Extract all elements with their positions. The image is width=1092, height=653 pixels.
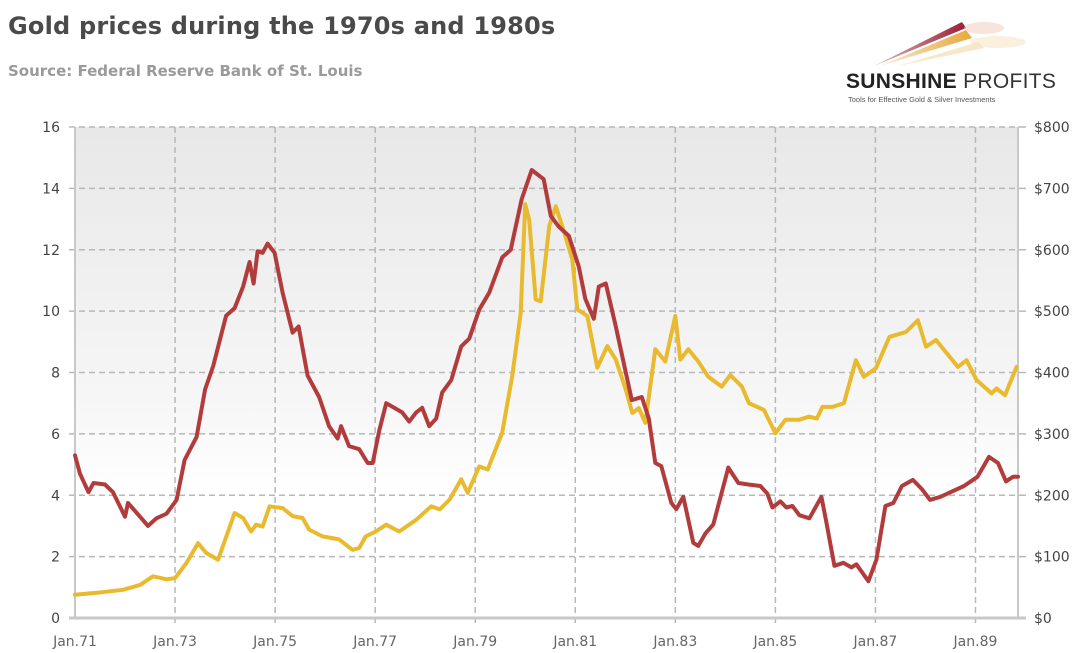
x-tick-label: Jan.77	[352, 634, 397, 650]
logo-wordmark: SUNSHINE PROFITS	[846, 70, 1056, 94]
chart-title: Gold prices during the 1970s and 1980s	[8, 12, 556, 40]
y-right-tick-label: $400	[1034, 366, 1070, 382]
y-left-tick-label: 10	[42, 304, 60, 320]
logo-streaks-icon	[874, 22, 1026, 66]
series-group	[73, 168, 1020, 597]
y-left-tick-label: 16	[42, 120, 60, 136]
x-tick-label: Jan.81	[552, 634, 597, 650]
y-right-tick-label: $300	[1034, 427, 1070, 443]
y-left-tick-label: 0	[51, 611, 60, 627]
tick-labels: 0 2 4 6 8 10 12 14 16 $0 $100 $200 $300 $400 $500 $600 $…	[42, 120, 1069, 650]
y-left-tick-label: 4	[51, 488, 60, 504]
y-left-tick-label: 14	[42, 181, 60, 197]
y-right-tick-label: $500	[1034, 304, 1070, 320]
y-left-tick-label: 8	[51, 366, 60, 382]
logo-name-light: PROFITS	[963, 70, 1057, 93]
y-right-tick-label: $200	[1034, 488, 1070, 504]
series-line-yellow	[73, 202, 1019, 597]
x-tick-label: Jan.83	[652, 634, 697, 650]
y-left-tick-label: 12	[42, 243, 60, 259]
series-line-red	[73, 168, 1020, 584]
y-right-tick-label: $700	[1034, 181, 1070, 197]
axes	[69, 126, 1026, 620]
sunshine-profits-logo: SUNSHINE PROFITS Tools for Effective Gol…	[838, 8, 1092, 108]
y-left-tick-label: 6	[51, 427, 60, 443]
y-left-tick-label: 2	[51, 550, 60, 566]
x-tick-label: Jan.71	[52, 634, 97, 650]
logo-name-bold: SUNSHINE	[846, 70, 957, 93]
x-tick-label: Jan.89	[953, 634, 998, 650]
y-right-tick-label: $100	[1034, 550, 1070, 566]
y-right-tick-label: $800	[1034, 120, 1070, 136]
x-tick-label: Jan.87	[852, 634, 897, 650]
x-tick-label: Jan.75	[252, 634, 297, 650]
y-right-tick-label: $600	[1034, 243, 1070, 259]
chart-source: Source: Federal Reserve Bank of St. Loui…	[8, 62, 363, 80]
x-tick-label: Jan.85	[752, 634, 797, 650]
x-tick-label: Jan.73	[152, 634, 197, 650]
y-right-tick-label: $0	[1034, 611, 1052, 627]
x-tick-label: Jan.79	[452, 634, 497, 650]
logo-tagline: Tools for Effective Gold & Silver Invest…	[848, 95, 996, 104]
